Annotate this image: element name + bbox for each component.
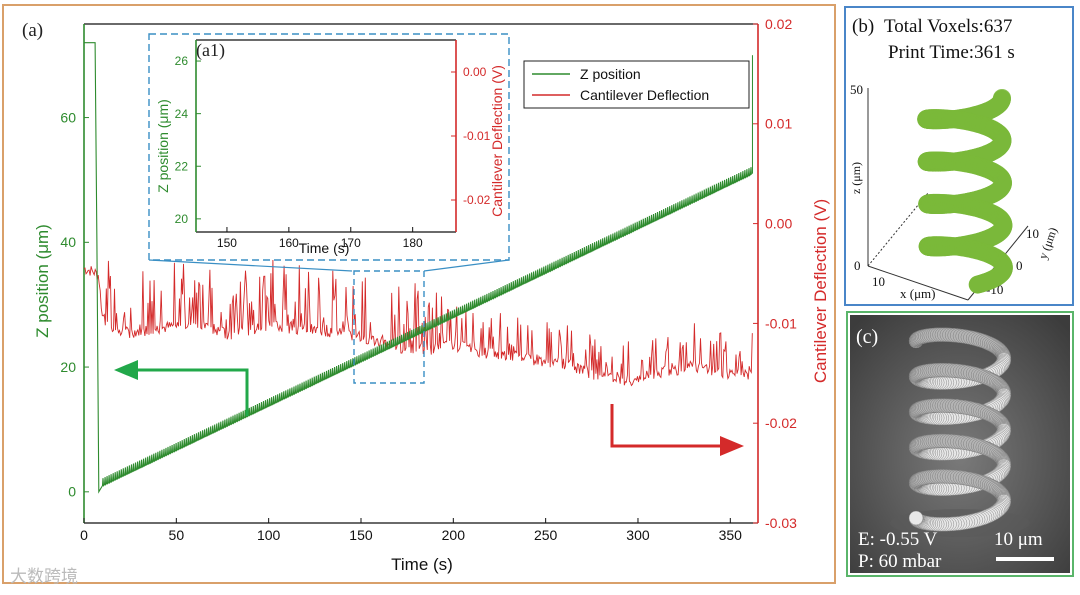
scale-bar-label: 10 μm — [994, 529, 1043, 550]
inset-label: (a1) — [196, 40, 225, 61]
zoom-region-box — [353, 270, 425, 384]
print-time-text: Print Time:361 s — [888, 42, 1015, 63]
deflection-series — [83, 258, 753, 387]
z-tick-50: 50 — [850, 82, 863, 97]
y-left-tick-label: 40 — [60, 234, 76, 250]
y-left-tick-label: 60 — [60, 109, 76, 125]
y-right-tick-label: -0.01 — [463, 129, 491, 143]
y-right-tick-label: -0.03 — [765, 515, 797, 531]
y-right-tick-label: 0.00 — [463, 65, 487, 79]
panel-c: (c) E: -0.55 V P: 60 mbar 10 μm — [846, 311, 1074, 577]
y-left-tick-label: 0 — [68, 484, 76, 500]
scale-bar — [996, 557, 1054, 561]
zoom-connector-left — [148, 259, 353, 272]
x-tick-10: 10 — [872, 274, 885, 289]
y-right-tick-label: -0.01 — [765, 315, 797, 331]
x-tick-label: 0 — [80, 527, 88, 543]
y-right-tick-label: 0.00 — [765, 216, 792, 232]
helix-3d-plot: (b) Total Voxels:637 Print Time:361 s 50… — [849, 16, 1060, 301]
inset-x-title: Time (s) — [299, 240, 350, 256]
panel-b: (b) Total Voxels:637 Print Time:361 s 50… — [844, 6, 1074, 306]
y-left-tick-label: 26 — [175, 54, 189, 68]
z-axis-title: z (μm) — [849, 162, 863, 194]
panel-b-label: (b) — [852, 16, 874, 37]
legend-z-label: Z position — [580, 66, 641, 82]
y-right-tick-label: 0.02 — [765, 16, 792, 32]
watermark: 大数跨境 — [10, 567, 78, 587]
x-tick-label: 200 — [442, 527, 466, 543]
y-left-tick-label: 20 — [175, 212, 189, 226]
inset-y-right-title: Cantilever Deflection (V) — [489, 65, 505, 217]
panel-a: (a) 0 50 100 150 200 250 300 350 0 20 40 60 -0.03 -0.… — [2, 4, 836, 584]
panel-a-label: (a) — [22, 20, 43, 41]
legend: Z position Cantilever Deflection — [523, 60, 750, 109]
y-tick-10: 10 — [1026, 226, 1039, 241]
chart-a: (a) 0 50 100 150 200 250 300 350 0 20 40 60 -0.03 -0.… — [22, 16, 830, 574]
sem-image: (c) E: -0.55 V P: 60 mbar 10 μm — [850, 315, 1070, 573]
y-right-tick-label: -0.02 — [463, 193, 491, 207]
x-tick-label: 300 — [626, 527, 650, 543]
y-left-tick-label: 22 — [175, 159, 189, 173]
y-axis-title: y (μm) — [1036, 225, 1060, 261]
x-tick-label: 250 — [534, 527, 558, 543]
x-tick-label: 180 — [403, 236, 423, 250]
zoom-connector-right — [423, 259, 510, 272]
y-left-tick-label: 20 — [60, 359, 76, 375]
z-tick-0: 0 — [854, 258, 861, 273]
voltage-text: E: -0.55 V — [858, 529, 938, 550]
y-right-tick-label: 0.01 — [765, 116, 792, 132]
y-left-tick-label: 24 — [175, 107, 189, 121]
x-tick-label: 160 — [279, 236, 299, 250]
total-voxels-text: Total Voxels:637 — [884, 16, 1012, 37]
x-tick-label: 50 — [169, 527, 185, 543]
x-tick-label: 350 — [719, 527, 743, 543]
legend-deflection-label: Cantilever Deflection — [580, 87, 709, 103]
inset-y-left-title: Z position (μm) — [155, 99, 171, 193]
x-tick-label: 170 — [341, 236, 361, 250]
sem-coil — [908, 327, 1012, 532]
y-tick-0: 0 — [1016, 258, 1023, 273]
y-right-axis-title: Cantilever Deflection (V) — [811, 199, 830, 383]
x-tick-label: 150 — [349, 527, 373, 543]
green-arrow — [114, 360, 249, 416]
panel-c-label: (c) — [856, 326, 878, 348]
x-tick-label: 150 — [217, 236, 237, 250]
pressure-text: P: 60 mbar — [858, 551, 942, 572]
x-axis-title: Time (s) — [391, 555, 453, 574]
inset-a1: (a1) 150 160 170 18020222426-0.02-0.010.00 … — [148, 33, 510, 272]
red-arrow — [610, 404, 744, 456]
x-axis-title: x (μm) — [900, 286, 936, 301]
y-left-axis-title: Z position (μm) — [33, 224, 52, 338]
x-tick-label: 100 — [257, 527, 281, 543]
y-right-tick-label: -0.02 — [765, 415, 797, 431]
helix-render — [917, 89, 1013, 294]
